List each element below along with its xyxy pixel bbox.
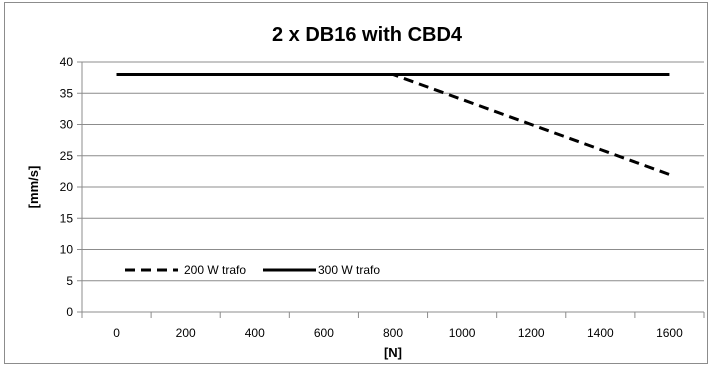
chart-title: 2 x DB16 with CBD4 [272, 24, 463, 46]
x-tick-label: 600 [314, 326, 334, 340]
legend-label: 200 W trafo [184, 263, 246, 277]
x-tick-label: 1400 [587, 326, 614, 340]
x-tick-labels: 0 200 400 600 800 1000 1200 1400 1600 [113, 326, 683, 340]
y-tick-label: 30 [60, 118, 74, 132]
y-tick-labels: 0 5 10 15 20 25 30 35 40 [60, 55, 74, 319]
x-tick-label: 200 [176, 326, 196, 340]
y-tick-label: 20 [60, 180, 74, 194]
axes [77, 61, 705, 318]
x-tick-label: 0 [113, 326, 120, 340]
y-tick-label: 0 [66, 305, 73, 319]
x-axis-label: [N] [384, 345, 402, 360]
legend: 200 W trafo 300 W trafo [125, 263, 380, 277]
y-tick-label: 15 [60, 211, 74, 225]
x-tick-label: 800 [383, 326, 403, 340]
y-tick-label: 35 [60, 86, 74, 100]
y-tick-label: 25 [60, 149, 74, 163]
x-tick-label: 1200 [518, 326, 545, 340]
gridlines [82, 61, 704, 282]
y-tick-label: 40 [60, 55, 74, 69]
y-tick-label: 10 [60, 243, 74, 257]
series-lines [116, 73, 670, 176]
x-tick-label: 1000 [449, 326, 476, 340]
x-tick-label: 400 [245, 326, 265, 340]
legend-label: 300 W trafo [318, 263, 380, 277]
y-tick-label: 5 [66, 274, 73, 288]
x-tick-label: 1600 [656, 326, 683, 340]
y-axis-label: [mm/s] [26, 166, 41, 209]
